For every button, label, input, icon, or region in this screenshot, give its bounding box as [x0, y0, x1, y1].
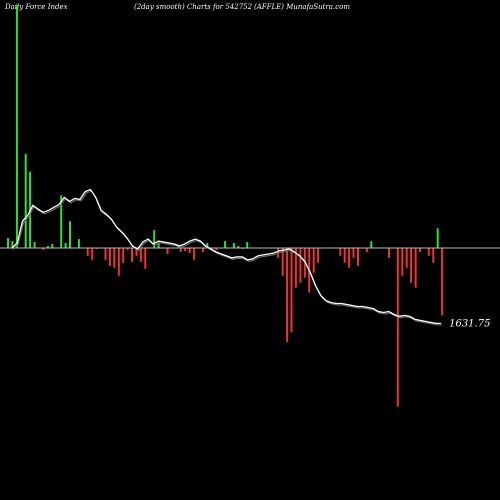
negative-bar [365, 248, 368, 252]
negative-bar [339, 248, 342, 256]
positive-bar [153, 230, 156, 248]
positive-bar [60, 195, 63, 248]
positive-bar [24, 153, 27, 248]
negative-bar [348, 248, 351, 268]
negative-bar [410, 248, 413, 283]
negative-bar [104, 248, 107, 260]
positive-bar [51, 244, 54, 248]
smooth-line-shadow [12, 190, 443, 326]
negative-bar [122, 248, 125, 263]
negative-bar [91, 248, 94, 260]
negative-bar [317, 248, 320, 263]
negative-bar [117, 248, 120, 276]
negative-bar [135, 248, 138, 256]
negative-bar [427, 248, 430, 256]
negative-bar [432, 248, 435, 263]
negative-bar [201, 248, 204, 252]
positive-bar [33, 242, 36, 248]
negative-bar [188, 248, 191, 253]
negative-bar [388, 248, 390, 258]
header-symbol-source: (AFFLE) MunafaSutra.com [254, 3, 350, 11]
positive-bar [77, 239, 80, 248]
negative-bar [126, 248, 129, 250]
negative-bar [396, 248, 399, 407]
negative-bar [86, 248, 89, 256]
negative-bar [290, 248, 293, 333]
negative-bar [294, 248, 297, 288]
negative-bar [184, 248, 187, 251]
negative-bar [131, 248, 133, 262]
negative-bar [357, 248, 359, 266]
positive-bar [7, 238, 9, 248]
negative-bar [441, 248, 444, 316]
positive-bar [232, 243, 235, 248]
positive-bar [64, 243, 67, 248]
positive-bar [246, 242, 249, 248]
negative-bar [343, 248, 346, 263]
negative-bar [108, 248, 111, 266]
positive-bar [69, 221, 71, 248]
positive-bar [436, 228, 439, 248]
positive-bar [224, 241, 227, 248]
negative-bar [193, 248, 196, 260]
positive-bar [370, 241, 373, 248]
negative-bar [405, 248, 408, 268]
positive-bar [206, 243, 209, 248]
negative-bar [312, 248, 315, 273]
positive-bar [46, 246, 49, 248]
negative-bar [179, 248, 182, 252]
negative-bar [215, 248, 218, 250]
negative-bar [42, 248, 45, 250]
negative-bar [166, 248, 169, 254]
last-value-label: 1631.75 [449, 318, 490, 329]
negative-bar [352, 248, 355, 258]
negative-bar [419, 248, 421, 252]
negative-bar [401, 248, 404, 276]
negative-bar [281, 248, 284, 276]
positive-bar [237, 246, 240, 248]
negative-bar [139, 248, 142, 262]
negative-bar [414, 248, 417, 288]
header-chart-title: (2day smooth) Charts for 542752 [134, 3, 253, 11]
negative-bar [113, 248, 116, 268]
negative-bar [286, 248, 289, 343]
positive-bar [157, 242, 160, 248]
positive-bar [11, 241, 14, 248]
header-indicator-title: Daily Force Index [5, 3, 68, 11]
negative-bar [144, 248, 147, 269]
positive-bar [15, 5, 18, 248]
smooth-line [11, 188, 442, 325]
bar-series [7, 5, 444, 407]
negative-bar [299, 248, 302, 283]
negative-bar [303, 248, 306, 278]
